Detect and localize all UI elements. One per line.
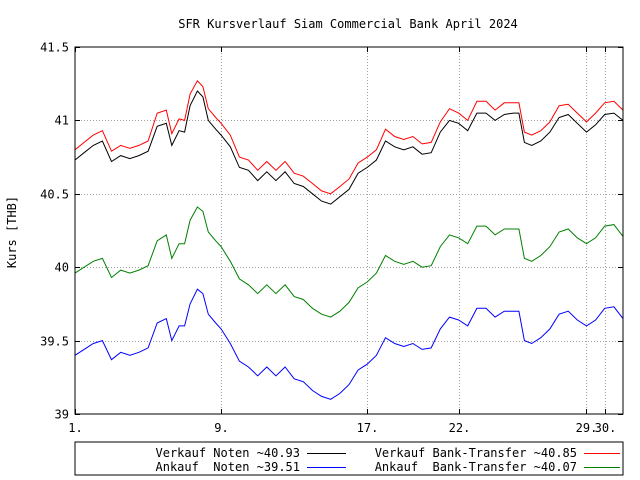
y-tick-label: 40.5 [40,188,69,202]
chart-title: SFR Kursverlauf Siam Commercial Bank Apr… [178,17,518,31]
y-axis-label: Kurs [THB] [5,196,19,268]
y-tick-label: 41 [55,114,69,128]
plot-area [75,47,623,414]
x-tick-label: 9. [214,421,228,435]
y-tick-label: 39 [55,408,69,422]
series-line [75,289,623,399]
x-tick-label: 17. [357,421,379,435]
legend-label: Verkauf Bank-Transfer ~40.85 [375,446,577,460]
series-line [75,81,623,194]
legend-label: Ankauf Bank-Transfer ~40.07 [375,460,577,474]
y-tick-label: 39.5 [40,335,69,349]
grid-lines [75,47,623,414]
series-line [75,91,623,204]
y-tick-label: 41.5 [40,41,69,55]
series-lines [75,81,623,400]
legend-label: Verkauf Noten ~40.93 [156,446,301,460]
y-tick-label: 40 [55,261,69,275]
x-tick-label: 22. [449,421,471,435]
y-axis-ticks: 39 39.5 40 40.5 41 41.5 [40,41,623,422]
x-tick-label: 1. [68,421,82,435]
x-tick-label: 30. [595,421,617,435]
x-axis-ticks: 1. 9. 17. 22. 29.30. [68,47,616,435]
legend: Verkauf Noten ~40.93 Verkauf Bank-Transfe… [75,442,623,475]
series-line [75,207,623,317]
legend-label: Ankauf Noten ~39.51 [156,460,301,474]
